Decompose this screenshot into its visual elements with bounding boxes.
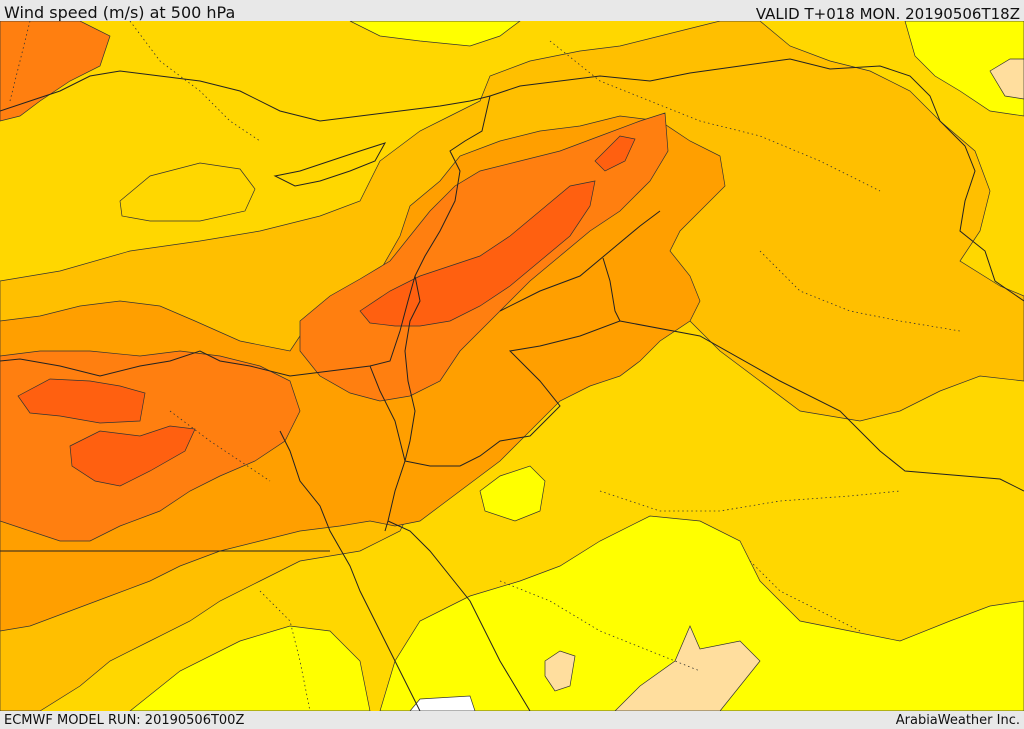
band-20-25-north: [349, 21, 521, 47]
red-sea-west: [279, 430, 421, 711]
borders: [0, 58, 1024, 711]
band-40-45-northwest: [0, 21, 111, 122]
coastline-levant: [0, 95, 491, 377]
coastline-north: [489, 58, 1024, 302]
border-jordan: [404, 257, 621, 467]
coastline-turkey-west: [0, 70, 491, 122]
credit-label: ArabiaWeather Inc.: [895, 713, 1020, 728]
band-15-20-northeast: [989, 58, 1024, 100]
band-45-50-core1: [359, 180, 596, 327]
valid-time-label: VALID T+018 MON. 20190506T18Z: [755, 5, 1020, 23]
band-25-30-mediterranean: [119, 162, 256, 222]
header-bar: [0, 0, 1024, 21]
band-15-20-southeast: [614, 625, 761, 711]
dotted-1: [129, 21, 261, 142]
band-15-20-bottom: [409, 695, 476, 711]
wind-speed-map: [0, 21, 1024, 711]
dotted-9: [259, 590, 311, 711]
border-syria-iraq: [499, 210, 661, 312]
band-45-50-core2: [17, 378, 146, 424]
band-20-25-south: [379, 515, 1024, 711]
footer-bar: [0, 711, 1024, 729]
dotted-2: [549, 40, 881, 192]
band-20-25-northeast: [904, 21, 1024, 117]
map-title: Wind speed (m/s) at 500 hPa: [4, 3, 236, 22]
dotted-8: [9, 21, 31, 102]
dotted-7: [169, 410, 271, 482]
band-15-20-arabia: [544, 650, 576, 692]
dotted-4: [599, 490, 901, 512]
cyprus: [273, 142, 387, 187]
red-sea-east: [387, 520, 531, 711]
israel-coast: [384, 275, 421, 532]
internal-boundaries: [9, 21, 961, 711]
band-20-25-sinai: [479, 465, 546, 522]
egypt-border: [369, 365, 406, 462]
model-run-label: ECMWF MODEL RUN: 20190506T00Z: [4, 713, 245, 728]
band-45-50-core3: [69, 425, 196, 487]
band-45-50-core4: [594, 135, 636, 172]
border-iraq-saudi: [619, 320, 1024, 492]
band-20-25-southwest: [129, 625, 371, 711]
